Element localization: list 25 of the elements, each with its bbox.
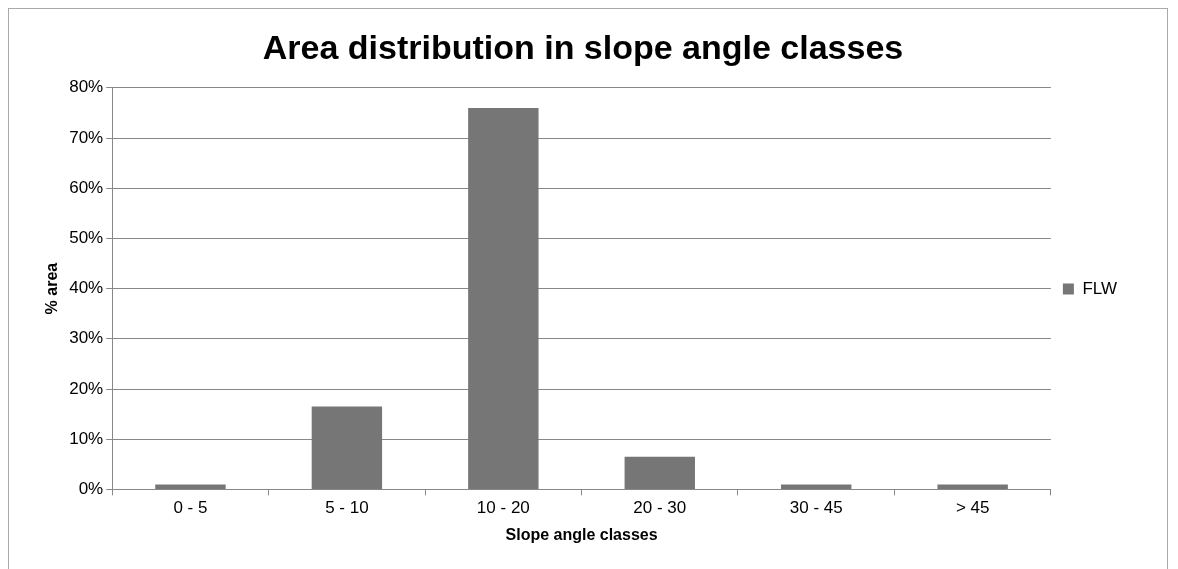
bar [781, 484, 852, 489]
x-tick-label: > 45 [955, 498, 990, 518]
legend-label: FLW [1082, 278, 1117, 298]
y-tick-label: 60% [69, 177, 104, 197]
bar [311, 406, 383, 489]
chart-title: Area distribution in slope angle classes [262, 27, 904, 66]
y-tick-label: 80% [69, 77, 104, 97]
x-tick-label: 20 - 30 [633, 498, 687, 518]
y-tick-label: 40% [69, 278, 104, 298]
bar [468, 107, 539, 489]
x-axis-title: Slope angle classes [505, 525, 658, 543]
y-tick-label: 30% [69, 328, 104, 348]
y-tick-label: 50% [69, 228, 104, 248]
x-tick-label: 5 - 10 [325, 498, 369, 518]
bar [624, 456, 695, 489]
x-tick-label: 0 - 5 [173, 498, 208, 518]
bar [937, 484, 1008, 489]
bar [155, 484, 226, 489]
x-tick-label: 30 - 45 [789, 498, 843, 518]
y-tick-label: 20% [69, 378, 104, 398]
y-tick-label: 0% [78, 479, 104, 499]
y-tick-label: 70% [69, 127, 104, 147]
y-tick-label: 10% [69, 428, 104, 448]
y-axis-title: % area [43, 262, 61, 315]
x-tick-label: 10 - 20 [476, 498, 530, 518]
